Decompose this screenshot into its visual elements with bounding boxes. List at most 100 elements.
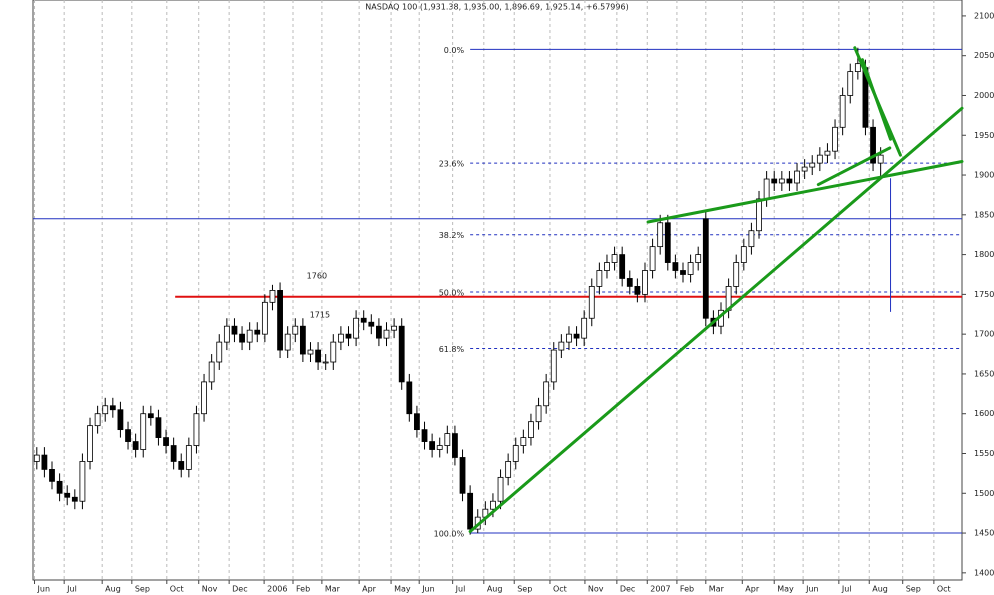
candle-body — [847, 71, 854, 96]
candle-body — [193, 413, 200, 446]
candle-body — [528, 421, 534, 438]
candle-body — [429, 441, 436, 450]
candle-body — [102, 405, 109, 415]
candle-body — [512, 445, 519, 462]
candle-body — [809, 162, 816, 168]
candle-body — [748, 230, 755, 248]
y-tick-label: 2100 — [974, 11, 994, 20]
candle-body — [786, 178, 793, 184]
plot-frame — [32, 0, 963, 581]
candle-body — [231, 325, 238, 335]
candle-body — [771, 178, 778, 184]
candle-body — [740, 246, 747, 263]
candle-body — [208, 361, 215, 383]
x-tick-label: Jul — [455, 585, 466, 594]
candle-body — [550, 349, 557, 383]
candle-body — [201, 381, 207, 415]
candle-body — [588, 286, 595, 319]
candle-body — [763, 178, 770, 200]
candle-body — [505, 461, 512, 478]
fib-label: 0.0% — [444, 46, 465, 55]
candle-body — [596, 270, 603, 287]
y-tick-label: 1900 — [974, 171, 994, 180]
candle-body — [163, 437, 169, 446]
candle-body — [664, 222, 671, 263]
candle-body — [140, 413, 147, 450]
candle-body — [756, 198, 762, 232]
candle-body — [642, 270, 648, 295]
candle-body — [497, 476, 504, 502]
candle-body — [284, 333, 291, 351]
x-tick-label: Oct — [553, 585, 567, 594]
candle-body — [353, 317, 359, 339]
candle-body — [322, 361, 329, 364]
candle-body — [733, 262, 740, 287]
candle-body — [49, 469, 55, 482]
candle-body — [170, 445, 177, 462]
candle-body — [109, 405, 116, 411]
candle-body — [657, 222, 664, 248]
candle-body — [672, 262, 679, 271]
trendline — [646, 160, 964, 224]
x-tick-label: Oct — [170, 585, 184, 594]
candle-body — [839, 95, 846, 128]
x-tick-label: Aug — [872, 585, 888, 594]
chart-title: NASDAQ 100 (1,931.38, 1,935.00, 1,896.69… — [365, 3, 628, 12]
candle-body — [292, 325, 299, 335]
candle-body — [581, 317, 588, 339]
x-tick-label: Feb — [296, 585, 310, 594]
x-tick-label: 2006 — [267, 585, 287, 594]
x-tick-label: Dec — [232, 585, 247, 594]
x-tick-label: Aug — [487, 585, 503, 594]
candle-body — [125, 429, 131, 442]
candle-body — [216, 341, 223, 363]
candle-body — [634, 286, 641, 295]
candle-body — [330, 341, 337, 363]
candle-body — [778, 178, 785, 184]
candle-body — [315, 349, 321, 363]
annotation: 1715 — [310, 311, 330, 320]
y-tick-label: 2000 — [974, 91, 994, 100]
candle-body — [345, 333, 352, 339]
candle-body — [832, 126, 838, 152]
x-tick-label: Jun — [37, 585, 51, 594]
candle-body — [870, 126, 876, 164]
candle-body — [185, 445, 192, 470]
candle-body — [64, 492, 71, 498]
candle-body — [824, 150, 831, 156]
x-tick-label: 2007 — [650, 585, 670, 594]
candle-body — [573, 333, 580, 339]
x-tick-label: Apr — [362, 585, 377, 594]
candle-body — [558, 341, 565, 351]
x-tick-label: Aug — [105, 585, 121, 594]
candle-body — [452, 433, 458, 458]
candle-body — [794, 170, 800, 184]
candle-body — [626, 278, 633, 287]
x-tick-label: Dec — [620, 585, 635, 594]
candle-body — [566, 333, 572, 343]
candle-body — [414, 413, 420, 431]
fib-label: 100.0% — [434, 530, 465, 539]
candle-body — [611, 254, 618, 263]
candle-body — [299, 325, 306, 355]
annotation: 1760 — [307, 272, 327, 281]
candle-body — [307, 349, 314, 355]
candle-body — [33, 454, 40, 462]
x-tick-label: Mar — [709, 585, 725, 594]
y-tick-label: 2050 — [974, 51, 994, 60]
candle-body — [383, 329, 390, 339]
candle-body — [132, 441, 139, 450]
fib-label: 61.8% — [439, 345, 465, 354]
x-tick-label: Jun — [805, 585, 819, 594]
candle-body — [155, 417, 162, 438]
candle-body — [147, 413, 154, 419]
y-tick-label: 1400 — [974, 568, 994, 577]
y-tick-label: 1750 — [974, 290, 994, 299]
candle-body — [398, 325, 405, 383]
candle-body — [261, 301, 268, 335]
candle-body — [687, 262, 694, 275]
candle-body — [246, 329, 253, 343]
candle-body — [702, 218, 709, 319]
x-tick-label: Oct — [937, 585, 951, 594]
